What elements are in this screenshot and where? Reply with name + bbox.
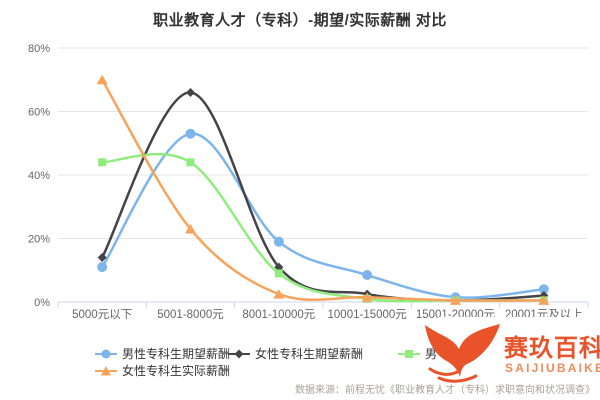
chart-title: 职业教育人才（专科）-期望/实际薪酬 对比	[153, 12, 447, 29]
data-source-note: 数据来源：前程无忧《职业教育人才（专科）求职意向和状况调查》	[295, 385, 595, 396]
data-point[interactable]	[96, 74, 108, 85]
diamond-marker-icon	[228, 349, 250, 358]
watermark-brand-cn: 赛玖百科	[504, 335, 600, 362]
data-point[interactable]	[186, 158, 195, 167]
data-point[interactable]	[185, 128, 196, 139]
whale-tail-icon	[425, 324, 500, 383]
data-point[interactable]	[538, 284, 549, 295]
data-point[interactable]	[186, 87, 195, 97]
x-axis-label: 8001-10000元	[242, 309, 315, 321]
x-axis-label: 5001-8000元	[157, 309, 224, 321]
data-point[interactable]	[273, 236, 284, 247]
data-point[interactable]	[185, 223, 196, 234]
y-axis-label: 60%	[28, 107, 50, 119]
watermark: 赛玖百科 SAIJIUBAIKE	[425, 317, 600, 400]
legend-label: 女性专科生实际薪酬	[122, 364, 231, 378]
data-point[interactable]	[273, 289, 285, 299]
circle-marker-icon	[95, 349, 117, 358]
data-point[interactable]	[97, 262, 108, 273]
data-point[interactable]	[98, 158, 107, 167]
data-point[interactable]	[97, 253, 107, 263]
legend-item-female-expected[interactable]: 女性专科生期望薪酬	[228, 345, 363, 362]
legend-item-female-actual[interactable]: 女性专科生实际薪酬	[95, 362, 230, 379]
y-axis-label: 80%	[28, 43, 50, 55]
x-axis-label: 10001-15000元	[328, 309, 408, 321]
y-axis-label: 40%	[28, 170, 50, 182]
x-axis-label: 5000元以下	[72, 308, 132, 321]
data-point[interactable]	[274, 262, 284, 272]
square-marker-icon	[398, 349, 420, 358]
legend-item-male-expected[interactable]: 男性专科生期望薪酬	[95, 345, 230, 362]
triangle-marker-icon	[95, 365, 117, 375]
data-point[interactable]	[538, 295, 550, 305]
legend: 男性专科生期望薪酬 女性专科生期望薪酬 男性专科生实际薪酬 女性专科生实际薪酬	[0, 0, 600, 378]
series-line-2	[100, 152, 546, 303]
data-point[interactable]	[450, 295, 461, 305]
series-line-0	[100, 132, 546, 299]
y-axis-label: 0%	[34, 297, 50, 309]
series-line-3	[100, 78, 546, 302]
data-point[interactable]	[361, 292, 373, 302]
legend-label: 男性专科生期望薪酬	[122, 347, 231, 361]
watermark-brand-en: SAIJIUBAIKE	[505, 361, 600, 375]
y-axis-label: 20%	[28, 234, 50, 246]
legend-label: 女性专科生期望薪酬	[255, 347, 364, 361]
data-point[interactable]	[274, 269, 283, 278]
data-point[interactable]	[362, 270, 373, 281]
